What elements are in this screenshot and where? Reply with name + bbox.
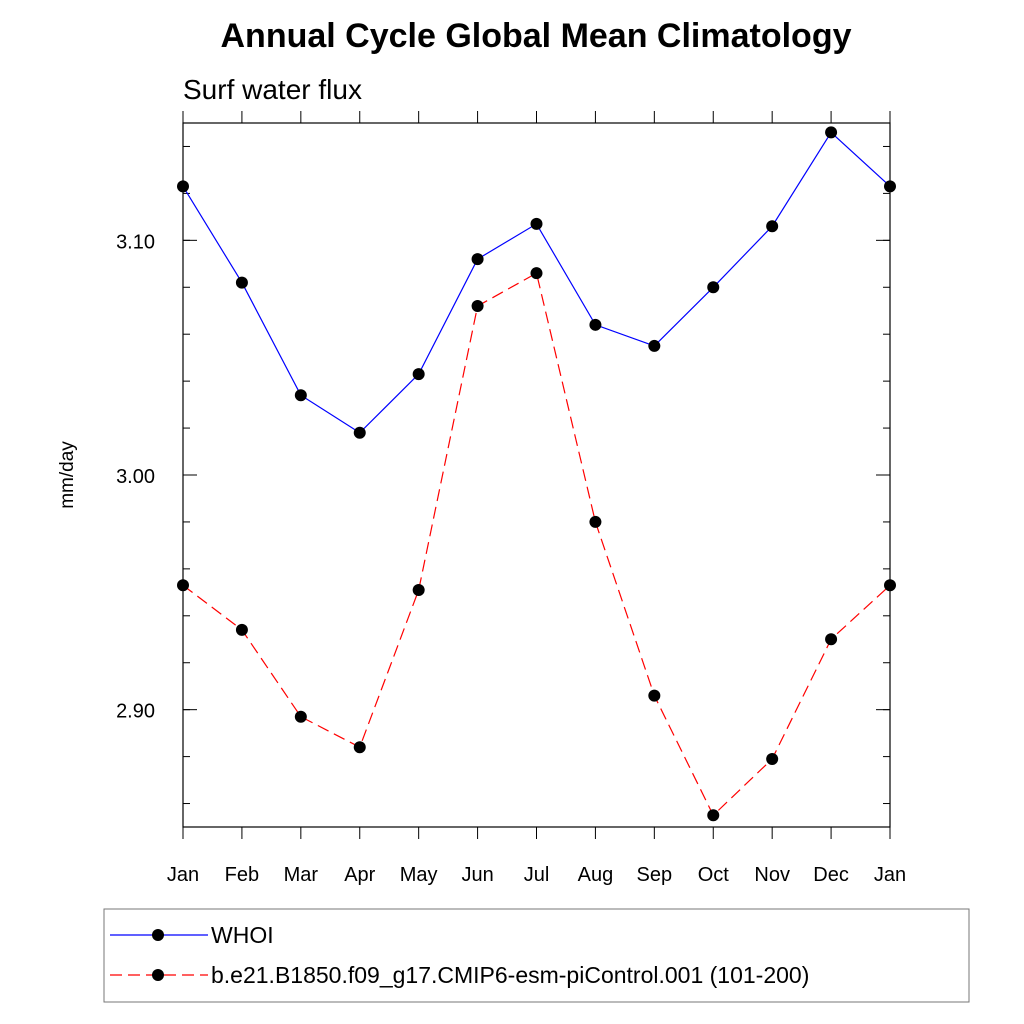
series-1-point: [235, 276, 248, 289]
series-2-point: [353, 741, 366, 754]
series-2-point: [589, 515, 602, 528]
series-2-point: [471, 300, 484, 313]
x-tick-label: Oct: [698, 864, 730, 886]
series-2-point: [825, 633, 838, 646]
series-2-point: [648, 689, 661, 702]
chart-subtitle: Surf water flux: [183, 74, 362, 105]
series-2-point: [530, 267, 543, 280]
x-tick-label: Jun: [461, 864, 493, 886]
x-tick-label: Jan: [167, 864, 199, 886]
x-tick-label: Apr: [344, 864, 375, 886]
y-axis-label: mm/day: [57, 441, 78, 509]
series-1-point: [412, 368, 425, 381]
series-2-point: [235, 623, 248, 636]
x-tick-label: Dec: [813, 864, 849, 886]
series-1-point: [177, 180, 189, 193]
series-2-point: [294, 710, 307, 723]
series-1-point: [471, 253, 484, 266]
y-tick-label: 2.90: [116, 701, 155, 723]
series-1-point: [353, 426, 366, 439]
series-1-point: [589, 318, 602, 331]
series-line-1: [182, 131, 891, 434]
series-1-point: [530, 217, 543, 230]
legend-marker-2: [152, 969, 164, 981]
legend: WHOI b.e21.B1850.f09_g17.CMIP6-esm-piCont…: [103, 908, 970, 1003]
x-tick-label: May: [400, 864, 438, 886]
x-tick-label: Jul: [524, 864, 550, 886]
series-2-point: [177, 579, 189, 592]
legend-label-2: b.e21.B1850.f09_g17.CMIP6-esm-piControl.…: [211, 962, 809, 988]
series-2-point: [412, 583, 425, 596]
series-1-point: [825, 126, 838, 139]
chart-title: Annual Cycle Global Mean Climatology: [221, 17, 852, 55]
legend-box: [103, 908, 970, 1003]
series-1-point: [294, 389, 307, 402]
x-tick-label: Nov: [754, 864, 790, 886]
legend-label-1: WHOI: [211, 922, 274, 948]
axis-ticks: Jan Feb Mar Apr May Jun Jul Aug Sep Oct Nov Dec Jan 2…: [116, 111, 906, 886]
series-group: [177, 126, 896, 822]
x-tick-label: Feb: [225, 864, 259, 886]
series-2-point: [766, 752, 779, 765]
series-1-point: [766, 220, 779, 233]
series-1-point: [884, 180, 896, 193]
series-1-point: [707, 281, 720, 294]
x-tick-label: Sep: [637, 864, 673, 886]
x-tick-label: Aug: [578, 864, 614, 886]
y-tick-label: 3.00: [116, 466, 155, 488]
series-2-point: [884, 579, 896, 592]
legend-marker-1: [152, 929, 164, 941]
series-line-2: [182, 272, 891, 817]
series-2-point: [707, 809, 720, 822]
y-tick-label: 3.10: [116, 231, 155, 253]
x-tick-label: Jan: [874, 864, 906, 886]
x-tick-label: Mar: [284, 864, 319, 886]
series-1-point: [648, 339, 661, 352]
